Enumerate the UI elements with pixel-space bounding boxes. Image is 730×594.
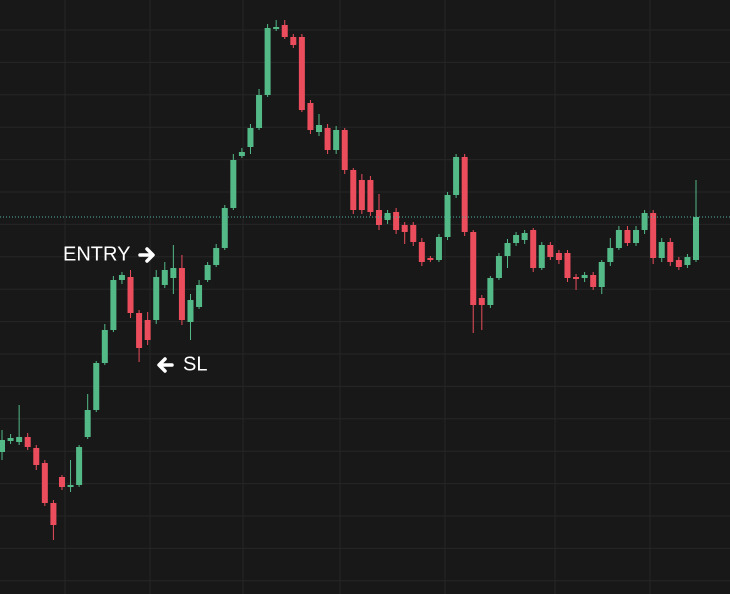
- candle-body: [238, 152, 245, 156]
- candle-body: [555, 253, 562, 260]
- candle-body: [435, 237, 442, 260]
- candle-body: [7, 438, 14, 441]
- candle-body: [213, 248, 220, 265]
- candle-body: [316, 125, 323, 132]
- candle-body: [633, 230, 640, 243]
- candles: [0, 20, 699, 540]
- candle-body: [658, 242, 665, 258]
- candle-body: [487, 278, 494, 305]
- candle-body: [136, 313, 143, 348]
- candle-body: [127, 277, 134, 313]
- candle-body: [504, 243, 511, 256]
- candle-body: [667, 242, 674, 262]
- candle-body: [170, 268, 177, 278]
- candle-body: [187, 300, 194, 322]
- candle-body: [350, 170, 357, 210]
- candle-body: [341, 130, 348, 170]
- candle-body: [547, 245, 554, 257]
- candle-body: [538, 245, 545, 268]
- candle-body: [281, 25, 288, 37]
- candle-body: [641, 213, 648, 230]
- candle-body: [41, 463, 48, 503]
- candle-body: [367, 180, 374, 212]
- candle-body: [101, 330, 108, 363]
- candle-body: [530, 230, 537, 268]
- candle-body: [67, 485, 74, 487]
- candle-body: [118, 275, 125, 280]
- entry-annotation: ENTRY: [63, 243, 155, 265]
- candle-body: [153, 277, 160, 320]
- candle-body: [684, 257, 691, 265]
- candle-body: [478, 298, 485, 305]
- candle-body: [110, 280, 117, 330]
- candle-body: [624, 230, 631, 243]
- annotation-label: SL: [183, 353, 207, 375]
- candle-body: [598, 262, 605, 287]
- candle-body: [24, 437, 31, 447]
- candle-body: [615, 230, 622, 248]
- candle-body: [393, 212, 400, 230]
- candle-body: [675, 260, 682, 267]
- candle-body: [401, 225, 408, 232]
- annotation-label: ENTRY: [63, 243, 130, 265]
- candle-body: [470, 232, 477, 305]
- candle-body: [247, 128, 254, 147]
- candle-body: [76, 447, 83, 485]
- candle-body: [161, 270, 168, 285]
- candle-body: [307, 103, 314, 130]
- candle-body: [264, 28, 271, 95]
- candle-body: [650, 213, 657, 258]
- candle-body: [461, 157, 468, 232]
- candle-body: [513, 235, 520, 243]
- candle-body: [324, 128, 331, 150]
- candle-body: [204, 265, 211, 280]
- candle-body: [273, 27, 280, 29]
- candle-body: [221, 208, 228, 248]
- candle-body: [58, 477, 65, 487]
- candle-body: [444, 195, 451, 237]
- candle-body: [93, 363, 100, 410]
- candle-body: [453, 157, 460, 195]
- candle-body: [178, 268, 185, 320]
- candle-body: [581, 275, 588, 278]
- candle-body: [427, 258, 434, 260]
- sl-annotation: SL: [157, 353, 207, 375]
- candle-body: [333, 130, 340, 150]
- candle-body: [290, 37, 297, 45]
- candle-body: [256, 95, 263, 128]
- candle-body: [50, 503, 57, 525]
- candle-body: [693, 217, 699, 260]
- candle-body: [590, 275, 597, 287]
- candle-body: [573, 277, 580, 279]
- candle-body: [564, 253, 571, 278]
- candle-body: [144, 320, 151, 340]
- candle-body: [0, 440, 5, 452]
- candle-body: [418, 242, 425, 262]
- candle-body: [298, 37, 305, 110]
- candle-body: [84, 410, 91, 437]
- candle-body: [33, 448, 40, 465]
- candle-body: [196, 285, 203, 307]
- candle-body: [16, 437, 23, 442]
- arrow-left: [157, 357, 174, 373]
- arrow-right: [138, 247, 155, 263]
- candle-body: [410, 225, 417, 242]
- candle-body: [230, 160, 237, 208]
- candle-body: [607, 248, 614, 262]
- candle-body: [521, 233, 528, 240]
- candle-body: [358, 180, 365, 210]
- candle-body: [495, 256, 502, 278]
